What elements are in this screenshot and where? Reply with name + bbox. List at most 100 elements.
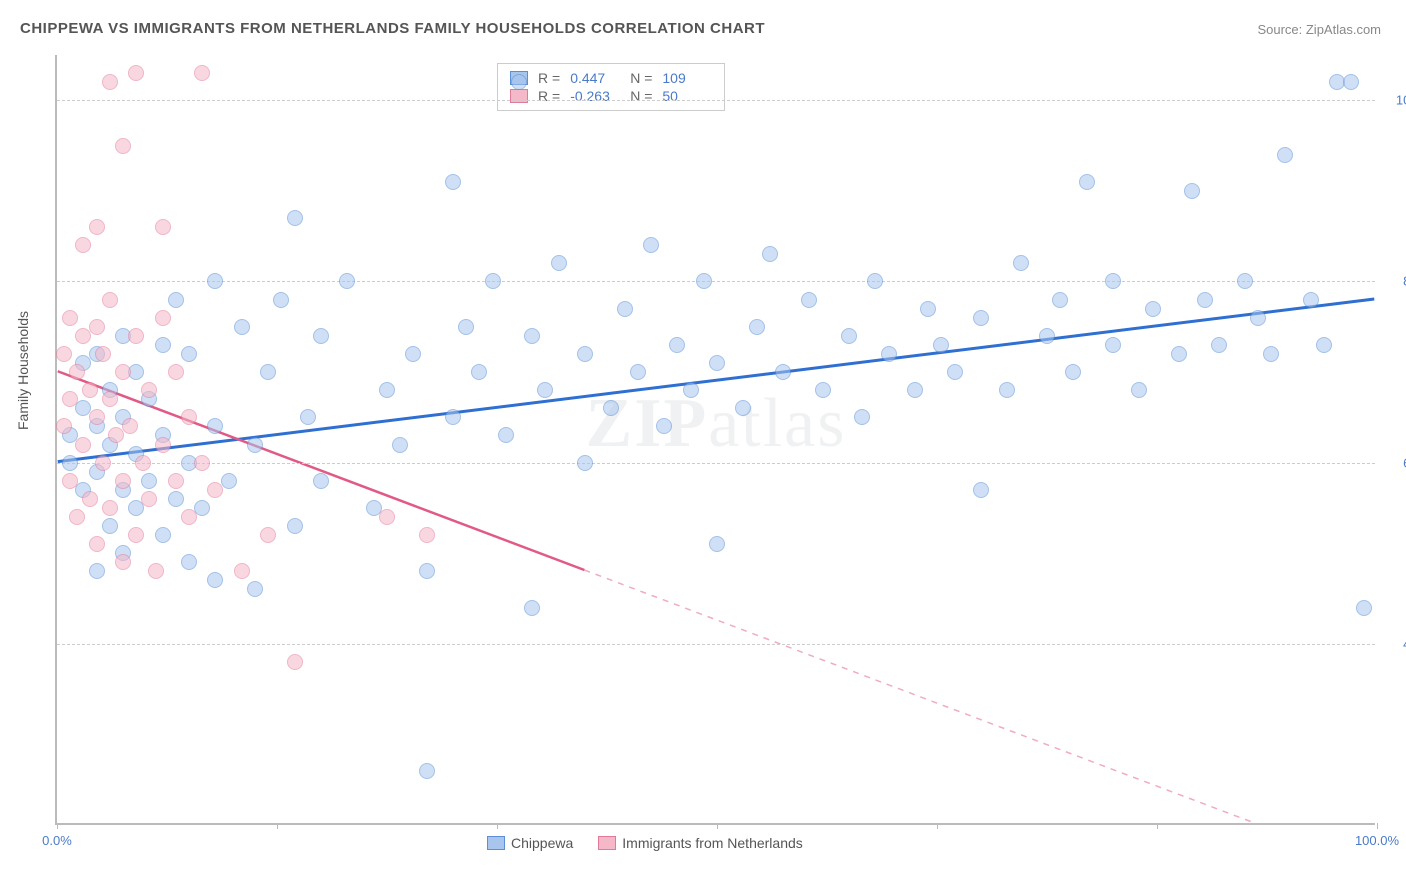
data-point [273,292,289,308]
chart-container: CHIPPEWA VS IMMIGRANTS FROM NETHERLANDS … [0,0,1406,892]
data-point [102,292,118,308]
data-point [947,364,963,380]
data-point [168,292,184,308]
data-point [1039,328,1055,344]
data-point [194,65,210,81]
data-point [656,418,672,434]
data-point [392,437,408,453]
data-point [135,455,151,471]
x-tick-label: 0.0% [42,833,72,848]
data-point [1237,273,1253,289]
data-point [300,409,316,425]
legend-series-label: Immigrants from Netherlands [622,835,803,851]
data-point [603,400,619,416]
data-point [287,518,303,534]
data-point [69,364,85,380]
data-point [881,346,897,362]
data-point [709,355,725,371]
data-point [62,391,78,407]
data-point [155,527,171,543]
data-point [234,563,250,579]
data-point [669,337,685,353]
data-point [181,509,197,525]
data-point [419,763,435,779]
data-point [683,382,699,398]
data-point [69,509,85,525]
plot-area: ZIPatlas R =0.447N =109R =-0.263N =50 Ch… [55,55,1375,825]
data-point [89,319,105,335]
data-point [749,319,765,335]
x-tick-mark [937,823,938,829]
data-point [709,536,725,552]
data-point [841,328,857,344]
data-point [260,527,276,543]
x-tick-mark [277,823,278,829]
data-point [933,337,949,353]
data-point [907,382,923,398]
data-point [1250,310,1266,326]
data-point [1145,301,1161,317]
data-point [458,319,474,335]
data-point [854,409,870,425]
legend-stat-row: R =-0.263N =50 [510,87,712,105]
data-point [102,500,118,516]
data-point [775,364,791,380]
data-point [511,74,527,90]
data-point [89,536,105,552]
data-point [735,400,751,416]
stat-n-value: 109 [662,70,712,86]
data-point [339,273,355,289]
data-point [102,74,118,90]
data-point [379,509,395,525]
data-point [115,473,131,489]
data-point [75,437,91,453]
x-tick-mark [717,823,718,829]
data-point [155,310,171,326]
data-point [1303,292,1319,308]
data-point [247,437,263,453]
data-point [1131,382,1147,398]
gridline [57,463,1375,464]
data-point [128,65,144,81]
data-point [89,219,105,235]
data-point [207,572,223,588]
data-point [1052,292,1068,308]
data-point [498,427,514,443]
data-point [89,409,105,425]
data-point [696,273,712,289]
data-point [62,310,78,326]
data-point [313,473,329,489]
data-point [287,210,303,226]
data-point [115,138,131,154]
data-point [234,319,250,335]
data-point [102,518,118,534]
stat-n-label: N = [630,70,652,86]
data-point [1211,337,1227,353]
data-point [537,382,553,398]
legend-stat-row: R =0.447N =109 [510,69,712,87]
data-point [1079,174,1095,190]
data-point [168,473,184,489]
data-point [181,554,197,570]
x-tick-mark [1377,823,1378,829]
stat-r-value: -0.263 [570,88,620,104]
data-point [524,600,540,616]
data-point [56,346,72,362]
data-point [115,554,131,570]
data-point [128,527,144,543]
legend-series-item: Immigrants from Netherlands [598,835,803,851]
stat-n-label: N = [630,88,652,104]
data-point [247,581,263,597]
data-point [75,237,91,253]
data-point [379,382,395,398]
legend-series-label: Chippewa [511,835,573,851]
legend-series-item: Chippewa [487,835,573,851]
data-point [445,409,461,425]
legend-swatch [598,836,616,850]
data-point [89,563,105,579]
data-point [485,273,501,289]
data-point [155,219,171,235]
x-tick-mark [1157,823,1158,829]
data-point [643,237,659,253]
data-point [1343,74,1359,90]
